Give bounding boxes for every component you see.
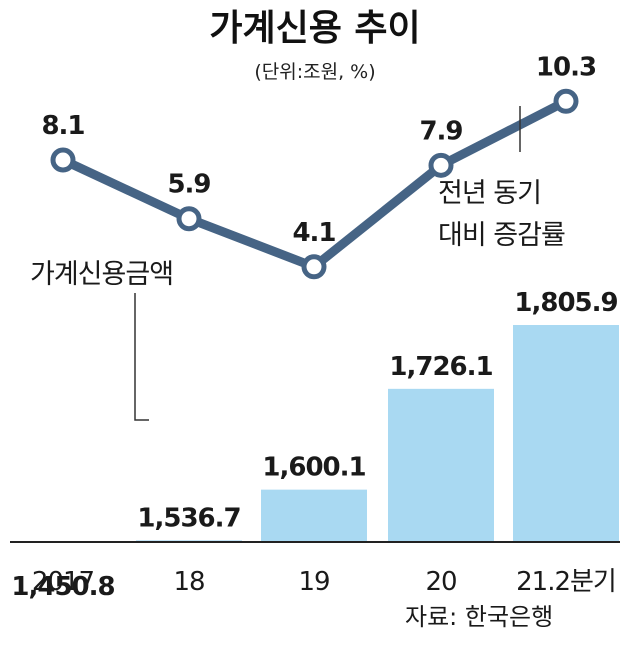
bar-value-label: 1,805.9 [514, 288, 617, 318]
line-value-label: 7.9 [419, 116, 462, 146]
line-value-label: 10.3 [536, 52, 596, 82]
bar-21.2분기 [513, 325, 619, 542]
line-marker [176, 206, 202, 232]
bar-series-name: 가계신용금액 [30, 259, 173, 290]
line-value-label: 8.1 [41, 111, 84, 141]
bar-value-label: 1,450.8 [11, 572, 114, 602]
x-tick-label: 2017 [32, 567, 94, 597]
bar-legend-leader [134, 293, 149, 421]
line-marker [553, 88, 579, 114]
line-value-label: 5.9 [167, 170, 210, 200]
line-value-label: 4.1 [292, 218, 335, 248]
x-tick-label: 21.2분기 [516, 567, 616, 597]
line-marker [428, 152, 454, 178]
bar-value-labels: 1,450.8 1,536.7 1,600.1 1,726.1 1,805.9 [11, 288, 618, 602]
bar-value-label: 1,600.1 [262, 453, 365, 483]
unit-label: (단위:조원, %) [254, 61, 375, 83]
line-value-labels: 8.1 5.9 4.1 7.9 10.3 [41, 52, 597, 248]
line-marker [50, 147, 76, 173]
line-marker [301, 254, 327, 280]
x-tick-labels: 2017 18 19 20 21.2분기 [32, 567, 617, 597]
x-tick-label: 19 [298, 567, 329, 597]
bar-value-label: 1,726.1 [389, 352, 492, 382]
chart-title: 가계신용 추이 [209, 8, 420, 49]
bar-value-label: 1,536.7 [137, 503, 240, 533]
line-series-name-2: 대비 증감률 [438, 220, 565, 251]
x-tick-label: 18 [173, 567, 204, 597]
bar-series [136, 325, 619, 542]
bar-19 [261, 489, 367, 542]
bar-20 [388, 388, 494, 542]
x-tick-label: 20 [425, 567, 456, 597]
line-markers [50, 88, 579, 280]
source-label: 자료: 한국은행 [405, 603, 553, 631]
line-series-name-1: 전년 동기 [438, 178, 541, 209]
